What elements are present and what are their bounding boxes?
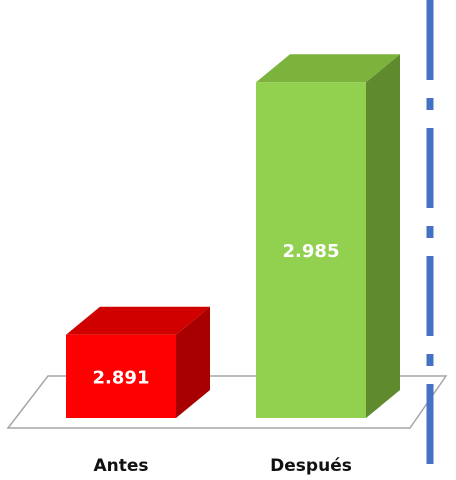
bar-antes: 2.891 bbox=[66, 306, 210, 418]
category-label-antes: Antes bbox=[93, 456, 148, 476]
bar-antes-front bbox=[66, 334, 176, 418]
bar-antes-value-label: 2.891 bbox=[93, 367, 150, 388]
bar-despues-side bbox=[366, 54, 400, 419]
bar-despues: 2.985 bbox=[256, 54, 400, 419]
bar-antes-side bbox=[176, 306, 210, 418]
bar-despues-front bbox=[256, 82, 366, 419]
bar-despues-top bbox=[256, 54, 400, 83]
bar-despues-value-label: 2.985 bbox=[283, 241, 340, 262]
category-label-despues: Después bbox=[270, 456, 352, 476]
bar-antes-top bbox=[66, 306, 210, 335]
